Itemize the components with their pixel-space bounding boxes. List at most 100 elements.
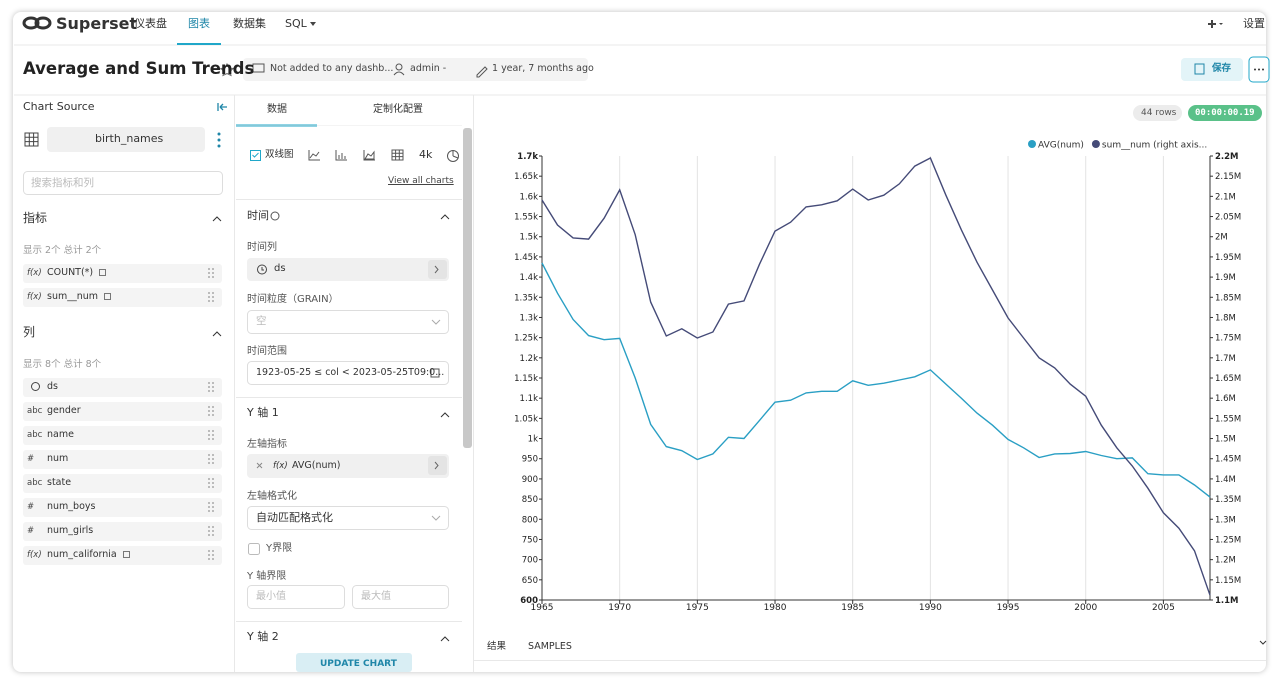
grain-value: 空 bbox=[256, 315, 267, 327]
drag-handle bbox=[212, 462, 214, 464]
columns-heading[interactable]: 列 bbox=[23, 325, 36, 339]
drag-handle bbox=[212, 438, 214, 440]
time-range-field[interactable] bbox=[247, 361, 449, 385]
left-format-value: 自动匹配格式化 bbox=[256, 511, 333, 524]
time-column-label: 时间列 bbox=[247, 242, 277, 253]
metrics-heading[interactable]: 指标 bbox=[23, 211, 48, 225]
row-count: 44 rows bbox=[1141, 108, 1177, 118]
nav-item[interactable]: 图表 bbox=[188, 17, 210, 30]
search-input[interactable] bbox=[23, 171, 223, 195]
min-input[interactable] bbox=[247, 585, 345, 609]
grain-select[interactable] bbox=[247, 310, 449, 334]
columns-count: 显示 8个 总计 8个 bbox=[23, 359, 102, 370]
item-name: num bbox=[47, 453, 69, 464]
results-tab[interactable]: 结果 bbox=[487, 641, 507, 652]
y1-section[interactable]: Y 轴 1 bbox=[247, 406, 279, 419]
update-chart-button[interactable] bbox=[296, 653, 412, 672]
y-bounds-check-label[interactable]: Y界限 bbox=[266, 543, 293, 554]
save-label[interactable]: 保存 bbox=[1212, 63, 1232, 74]
drag-handle bbox=[212, 502, 214, 504]
scrollbar[interactable] bbox=[463, 128, 472, 448]
drag-handle bbox=[208, 386, 210, 388]
update-chart-label[interactable]: UPDATE CHART bbox=[320, 659, 397, 669]
drag-handle bbox=[212, 486, 214, 488]
chart-title[interactable]: Average and Sum Trends bbox=[23, 59, 255, 78]
time-column-value: ds bbox=[274, 263, 286, 274]
time-section[interactable]: 时间 bbox=[247, 209, 269, 222]
results-tab[interactable]: SAMPLES bbox=[528, 641, 572, 652]
info-icon bbox=[122, 551, 130, 558]
info-icon bbox=[99, 269, 107, 276]
drag-handle bbox=[212, 292, 214, 294]
view-all-charts-link[interactable]: View all charts bbox=[388, 176, 454, 186]
viz-type-big-number[interactable]: 4k bbox=[419, 148, 433, 161]
range-label: 时间范围 bbox=[247, 346, 287, 357]
settings-menu[interactable]: 设置 bbox=[1243, 17, 1265, 30]
item-icon: # bbox=[27, 454, 35, 464]
nav-item[interactable]: 数据集 bbox=[233, 17, 266, 30]
drag-handle bbox=[208, 554, 210, 556]
drag-handle bbox=[208, 550, 210, 552]
nav-item[interactable]: 仪表盘 bbox=[134, 17, 167, 30]
list-item bbox=[23, 474, 222, 493]
item-name: num_california bbox=[47, 549, 117, 560]
y-bounds-checkbox[interactable] bbox=[248, 543, 260, 555]
drag-handle bbox=[212, 410, 214, 412]
collapse-icon[interactable] bbox=[217, 103, 227, 111]
list-item bbox=[23, 522, 222, 541]
chart-type-icons[interactable] bbox=[308, 149, 459, 162]
time-column-field[interactable] bbox=[247, 258, 449, 281]
drag-handle bbox=[212, 478, 214, 480]
nav-item[interactable]: SQL bbox=[285, 17, 307, 30]
item-name: num_girls bbox=[47, 525, 94, 536]
drag-handle bbox=[212, 300, 214, 302]
left-format-select[interactable] bbox=[247, 506, 449, 530]
drag-handle bbox=[212, 550, 214, 552]
y-bounds-label: Y 轴界限 bbox=[247, 571, 287, 582]
viz-type-selected[interactable]: 双线图 bbox=[265, 149, 294, 160]
item-icon: # bbox=[27, 526, 35, 536]
drag-handle bbox=[208, 462, 210, 464]
drag-handle bbox=[212, 296, 214, 298]
drag-handle bbox=[208, 502, 210, 504]
y2-section[interactable]: Y 轴 2 bbox=[247, 630, 279, 643]
drag-handle bbox=[212, 272, 214, 274]
drag-handle bbox=[212, 530, 214, 532]
control-tab[interactable]: 定制化配置 bbox=[373, 104, 423, 115]
dataset-box[interactable] bbox=[47, 127, 205, 152]
list-item bbox=[23, 378, 222, 397]
left-format-label: 左轴格式化 bbox=[247, 491, 297, 502]
drag-handle bbox=[208, 414, 210, 416]
drag-handle bbox=[212, 534, 214, 536]
drag-handle bbox=[212, 510, 214, 512]
drag-handle bbox=[208, 272, 210, 274]
drag-handle bbox=[208, 510, 210, 512]
star-icon[interactable] bbox=[219, 62, 235, 77]
item-icon: # bbox=[27, 502, 35, 512]
drag-handle bbox=[212, 482, 214, 484]
item-name: sum__num bbox=[47, 291, 99, 302]
left-metric-field[interactable] bbox=[247, 454, 449, 478]
drag-handle bbox=[212, 434, 214, 436]
row-count-badge bbox=[1133, 105, 1182, 121]
grain-label: 时间粒度（GRAIN） bbox=[247, 294, 339, 305]
item-icon: abc bbox=[27, 406, 43, 416]
drag-handle bbox=[208, 430, 210, 432]
add-icon[interactable] bbox=[1208, 20, 1216, 28]
left-metric-label: 左轴指标 bbox=[247, 439, 287, 450]
item-name: ds bbox=[47, 381, 58, 392]
drag-handle bbox=[208, 390, 210, 392]
timer: 00:00:00.19 bbox=[1195, 108, 1255, 118]
control-tab[interactable]: 数据 bbox=[267, 104, 287, 115]
item-icon: f(x) bbox=[27, 292, 42, 302]
dataset-name[interactable]: birth_names bbox=[95, 132, 164, 145]
item-icon: f(x) bbox=[27, 268, 42, 278]
range-value: 1923-05-25 ≤ col < 2023-05-25T09:0... bbox=[256, 367, 445, 378]
list-item bbox=[23, 498, 222, 517]
drag-handle bbox=[212, 506, 214, 508]
max-input[interactable] bbox=[352, 585, 449, 609]
dashboards-info[interactable]: Not added to any dashb... bbox=[270, 63, 394, 74]
drag-handle bbox=[208, 292, 210, 294]
